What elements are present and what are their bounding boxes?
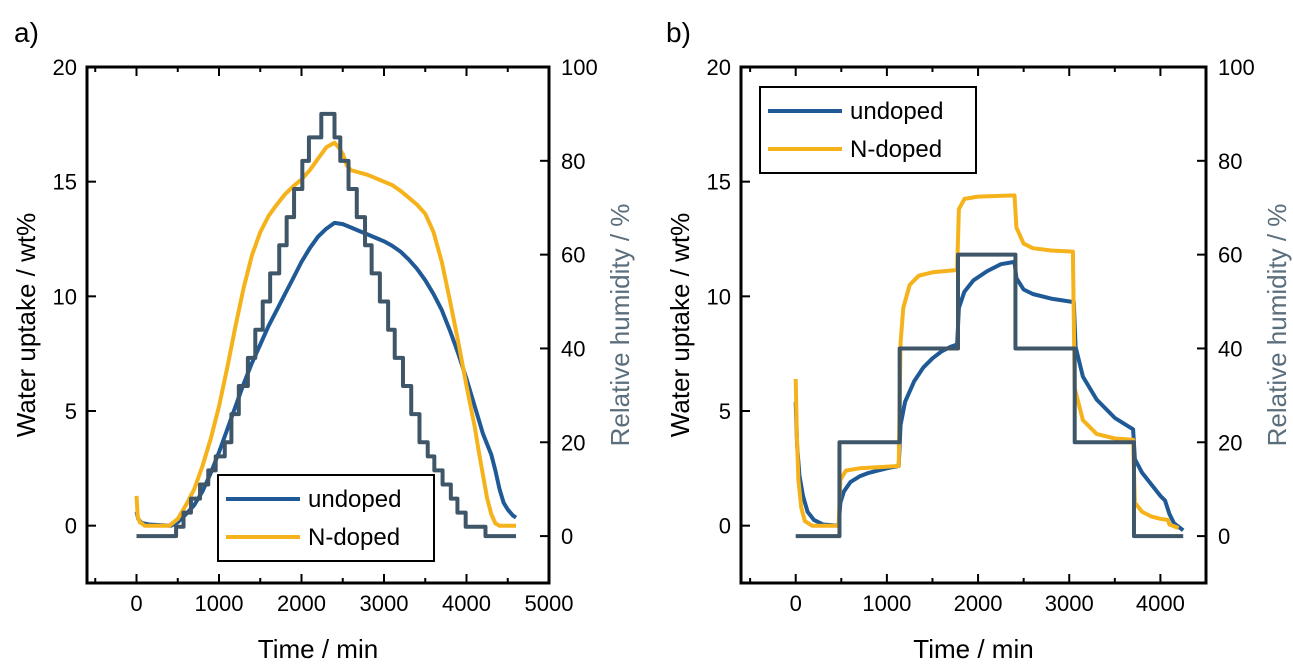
x-tick-label: 0 <box>790 591 802 616</box>
x-tick-label: 2000 <box>954 591 1003 616</box>
y2-tick-label: 100 <box>561 55 598 80</box>
y2-tick-label: 60 <box>561 243 585 268</box>
legend-box <box>217 474 435 562</box>
y2-tick-label: 0 <box>561 524 573 549</box>
y-tick-label: 10 <box>707 284 731 309</box>
y-tick-label: 15 <box>707 170 731 195</box>
legend: undoped N-doped <box>759 86 977 174</box>
y-tick-label: 10 <box>53 284 77 309</box>
x-tick-label: 0 <box>130 591 142 616</box>
legend-box <box>759 86 977 174</box>
legend: undoped N-doped <box>217 474 435 562</box>
y2-tick-label: 0 <box>1218 524 1230 549</box>
y2-tick-label: 40 <box>1218 336 1242 361</box>
chart-panel-2: b) 0 1000 2000 3000 4000 0 5 10 15 20 0 20 40 60 80 100 T… <box>665 17 1292 664</box>
x-tick-label: 5000 <box>525 591 574 616</box>
n-doped-line <box>134 140 516 528</box>
y-tick-label: 0 <box>65 514 77 539</box>
y-axis-title: Water uptake / wt% <box>665 213 695 437</box>
y-tick-label: 5 <box>65 399 77 424</box>
x-tick-label: 4000 <box>1136 591 1185 616</box>
x-tick-label: 4000 <box>442 591 491 616</box>
humidity-step-line <box>795 252 1184 539</box>
panel-label: a) <box>14 17 39 48</box>
y2-tick-label: 80 <box>561 149 585 174</box>
plot-frame <box>85 65 551 585</box>
x-axis-title: Time / min <box>913 634 1033 664</box>
y2-tick-label: 40 <box>561 336 585 361</box>
x-tick-label: 2000 <box>277 591 326 616</box>
panel-label: b) <box>666 17 691 48</box>
chart-panel-1: a) 0 1000 2000 3000 4000 5000 0 5 10 15 20 0 20 40 60 80… <box>11 17 635 664</box>
legend-label: N-doped <box>850 136 942 163</box>
y2-tick-label: 80 <box>1218 149 1242 174</box>
legend-label: N-doped <box>308 524 400 551</box>
legend-label: undoped <box>308 486 401 513</box>
y-axis-title: Water uptake / wt% <box>11 213 41 437</box>
y-tick-label: 0 <box>719 514 731 539</box>
x-axis-title: Time / min <box>258 634 378 664</box>
x-tick-label: 1000 <box>862 591 911 616</box>
humidity-step-line <box>136 111 516 539</box>
undoped-line <box>793 259 1185 532</box>
y2-tick-label: 100 <box>1218 55 1255 80</box>
x-tick-label: 3000 <box>1045 591 1094 616</box>
y2-axis-title: Relative humidity / % <box>605 204 635 447</box>
legend-label: undoped <box>850 98 943 125</box>
y-tick-label: 5 <box>719 399 731 424</box>
y2-tick-label: 20 <box>561 430 585 455</box>
y-tick-label: 20 <box>707 55 731 80</box>
y2-axis-title: Relative humidity / % <box>1262 204 1292 447</box>
y-tick-label: 15 <box>53 170 77 195</box>
y-tick-label: 20 <box>53 55 77 80</box>
y2-tick-label: 20 <box>1218 430 1242 455</box>
y2-tick-label: 60 <box>1218 243 1242 268</box>
x-tick-label: 1000 <box>195 591 244 616</box>
plot-frame <box>739 65 1208 585</box>
x-tick-label: 3000 <box>360 591 409 616</box>
